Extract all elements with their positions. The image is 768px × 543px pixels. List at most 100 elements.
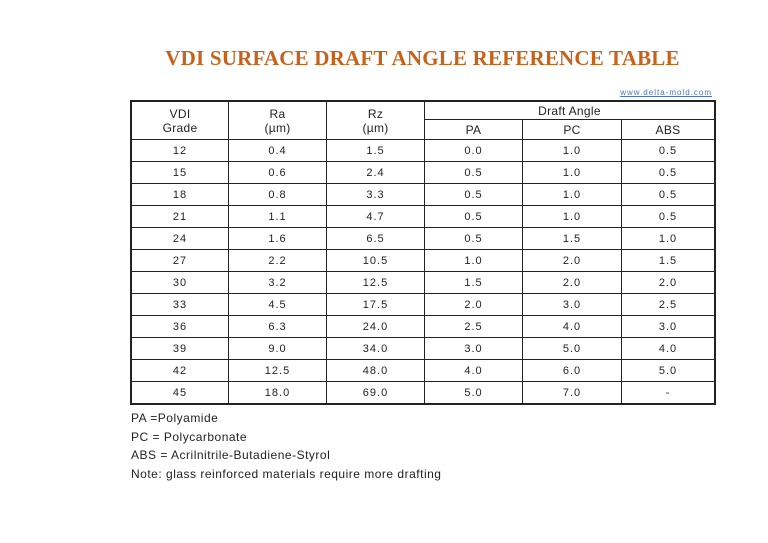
note-line: Note: glass reinforced materials require… xyxy=(131,466,442,481)
cell-pc: 3.0 xyxy=(522,293,622,316)
cell-abs: - xyxy=(621,381,716,405)
cell-pc: 6.0 xyxy=(522,359,622,382)
cell-vdi-grade: 24 xyxy=(130,227,229,250)
cell-vdi-grade: 27 xyxy=(130,249,229,272)
header-pa: PA xyxy=(424,119,523,140)
cell-vdi-grade: 15 xyxy=(130,161,229,184)
page-title: VDI SURFACE DRAFT ANGLE REFERENCE TABLE xyxy=(165,46,680,70)
note-line: PA =Polyamide xyxy=(131,411,219,425)
cell-rz: 1.5 xyxy=(326,139,425,162)
cell-rz: 6.5 xyxy=(326,227,425,250)
website-link[interactable]: www.delta-mold.com xyxy=(620,88,712,97)
header-vdi-grade: VDI Grade xyxy=(130,100,229,140)
cell-ra: 1.6 xyxy=(228,227,327,250)
table-row: 15 0.6 2.4 0.5 1.0 0.5 xyxy=(130,161,716,184)
table-row: 21 1.1 4.7 0.5 1.0 0.5 xyxy=(130,205,716,228)
cell-ra: 3.2 xyxy=(228,271,327,294)
table-row: 33 4.5 17.5 2.0 3.0 2.5 xyxy=(130,293,716,316)
cell-pc: 2.0 xyxy=(522,271,622,294)
cell-abs: 4.0 xyxy=(621,337,716,360)
note-line: PC = Polycarbonate xyxy=(131,429,248,444)
cell-pc: 1.0 xyxy=(522,183,622,206)
table-row: 12 0.4 1.5 0.0 1.0 0.5 xyxy=(130,139,716,162)
cell-abs: 0.5 xyxy=(621,161,716,184)
cell-rz: 12.5 xyxy=(326,271,425,294)
cell-pa: 3.0 xyxy=(424,337,523,360)
table-row: 18 0.8 3.3 0.5 1.0 0.5 xyxy=(130,183,716,206)
cell-ra: 0.6 xyxy=(228,161,327,184)
cell-vdi-grade: 30 xyxy=(130,271,229,294)
header-draft-angle: Draft Angle xyxy=(424,100,716,120)
cell-vdi-grade: 39 xyxy=(130,337,229,360)
cell-abs: 5.0 xyxy=(621,359,716,382)
cell-vdi-grade: 12 xyxy=(130,139,229,162)
cell-abs: 3.0 xyxy=(621,315,716,338)
cell-rz: 4.7 xyxy=(326,205,425,228)
table-row: 45 18.0 69.0 5.0 7.0- xyxy=(130,381,716,405)
cell-pc: 2.0 xyxy=(522,249,622,272)
table-row: 27 2.2 10.5 1.0 2.0 1.5 xyxy=(130,249,716,272)
table-body: 12 0.4 1.5 0.0 1.0 0.5 15 0.6 2.4 0.5 1.0 0.5 18 0.8 3… xyxy=(130,139,716,405)
cell-pc: 1.0 xyxy=(522,205,622,228)
cell-rz: 24.0 xyxy=(326,315,425,338)
cell-rz: 2.4 xyxy=(326,161,425,184)
cell-abs: 0.5 xyxy=(621,183,716,206)
cell-ra: 1.1 xyxy=(228,205,327,228)
cell-rz: 10.5 xyxy=(326,249,425,272)
cell-vdi-grade: 33 xyxy=(130,293,229,316)
table-row: 24 1.6 6.5 0.5 1.5 1.0 xyxy=(130,227,716,250)
cell-pa: 0.5 xyxy=(424,183,523,206)
cell-pa: 2.5 xyxy=(424,315,523,338)
cell-vdi-grade: 42 xyxy=(130,359,229,382)
draft-angle-table: VDI Grade Ra (µm) Rz (µm) Draft Angle PA… xyxy=(130,100,716,405)
cell-pc: 1.0 xyxy=(522,139,622,162)
cell-rz: 48.0 xyxy=(326,359,425,382)
header-rz: Rz (µm) xyxy=(326,100,425,140)
cell-ra: 2.2 xyxy=(228,249,327,272)
table-row: 36 6.3 24.0 2.5 4.0 3.0 xyxy=(130,315,716,338)
cell-pa: 1.0 xyxy=(424,249,523,272)
cell-pa: 0.0 xyxy=(424,139,523,162)
legend-notes: PA =Polyamide PC = Polycarbonate ABS = Acr… xyxy=(131,409,441,483)
cell-pc: 1.5 xyxy=(522,227,622,250)
cell-abs: 2.0 xyxy=(621,271,716,294)
cell-pc: 4.0 xyxy=(522,315,622,338)
cell-rz: 3.3 xyxy=(326,183,425,206)
cell-pc: 5.0 xyxy=(522,337,622,360)
cell-rz: 17.5 xyxy=(326,293,425,316)
cell-ra: 9.0 xyxy=(228,337,327,360)
cell-abs: 0.5 xyxy=(621,205,716,228)
cell-ra: 4.5 xyxy=(228,293,327,316)
cell-vdi-grade: 21 xyxy=(130,205,229,228)
cell-abs: 1.0 xyxy=(621,227,716,250)
cell-rz: 69.0 xyxy=(326,381,425,405)
cell-ra: 0.4 xyxy=(228,139,327,162)
cell-abs: 1.5 xyxy=(621,249,716,272)
cell-ra: 0.8 xyxy=(228,183,327,206)
cell-pa: 1.5 xyxy=(424,271,523,294)
header-ra: Ra (µm) xyxy=(228,100,327,140)
cell-pa: 2.0 xyxy=(424,293,523,316)
table-row: 30 3.2 12.5 1.5 2.0 2.0 xyxy=(130,271,716,294)
cell-pa: 4.0 xyxy=(424,359,523,382)
cell-pa: 0.5 xyxy=(424,205,523,228)
note-line: ABS = Acrilnitrile-Butadiene-Styrol xyxy=(131,448,331,462)
table-row: 42 12.5 48.0 4.0 6.0 5.0 xyxy=(130,359,716,382)
cell-pa: 0.5 xyxy=(424,227,523,250)
cell-pa: 5.0 xyxy=(424,381,523,405)
cell-pa: 0.5 xyxy=(424,161,523,184)
header-pc: PC xyxy=(522,119,622,140)
cell-abs: 2.5 xyxy=(621,293,716,316)
cell-pc: 7.0 xyxy=(522,381,622,405)
cell-rz: 34.0 xyxy=(326,337,425,360)
cell-pc: 1.0 xyxy=(522,161,622,184)
cell-ra: 18.0 xyxy=(228,381,327,405)
cell-vdi-grade: 18 xyxy=(130,183,229,206)
cell-ra: 6.3 xyxy=(228,315,327,338)
header-abs: ABS xyxy=(621,119,716,140)
cell-abs: 0.5 xyxy=(621,139,716,162)
cell-ra: 12.5 xyxy=(228,359,327,382)
cell-vdi-grade: 45 xyxy=(130,381,229,405)
cell-vdi-grade: 36 xyxy=(130,315,229,338)
table-row: 39 9.0 34.0 3.0 5.0 4.0 xyxy=(130,337,716,360)
